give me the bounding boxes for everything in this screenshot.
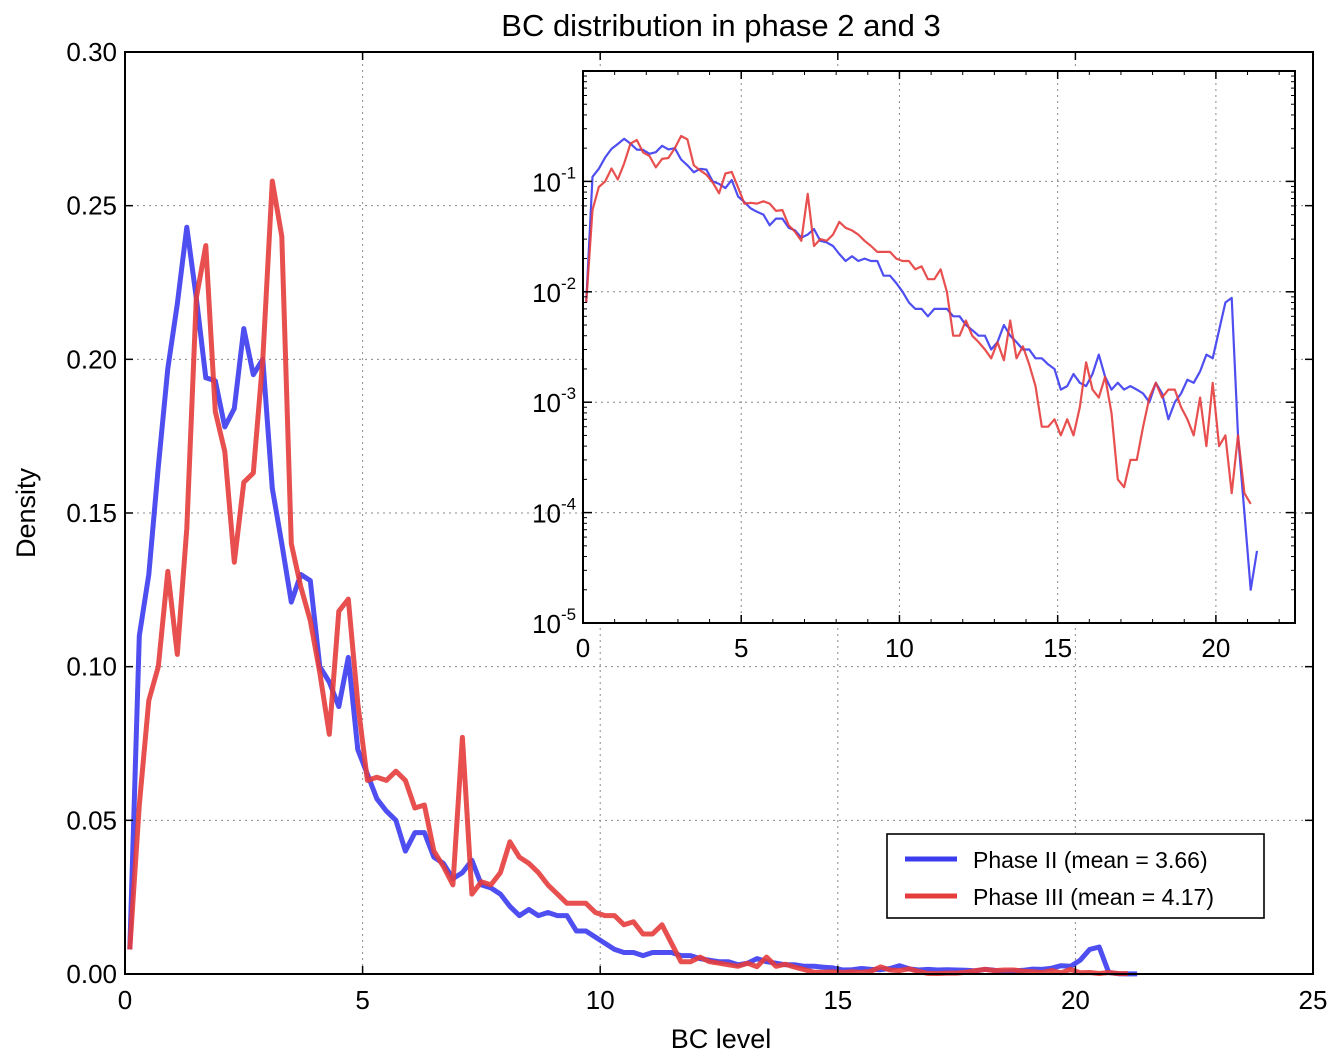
- inset-series-lines: [585, 134, 1259, 591]
- legend: Phase II (mean = 3.66) Phase III (mean =…: [886, 833, 1265, 919]
- main-x-tick-label: 25: [1299, 985, 1328, 1015]
- x-axis-label: BC level: [671, 1024, 772, 1054]
- inset-x-tick-label: 10: [885, 633, 914, 663]
- inset-x-tick-label: 15: [1043, 633, 1072, 663]
- main-y-tick-label: 0.30: [66, 37, 117, 67]
- inset-y-tick-label: 10: [532, 167, 561, 197]
- inset-x-tick-label: 0: [576, 633, 590, 663]
- inset-y-tick-exponent: -1: [561, 163, 576, 182]
- inset-plot-frame: [582, 70, 1296, 624]
- main-series-lines: [127, 178, 1138, 977]
- inset-background: [583, 71, 1295, 623]
- inset-y-tick-label: 10: [532, 388, 561, 418]
- inset-y-tick-exponent: -4: [561, 495, 576, 514]
- main-series-line-phase-3: [127, 178, 1128, 977]
- y-axis-label: Density: [11, 467, 41, 558]
- inset-y-tick-label: 10: [532, 499, 561, 529]
- inset-y-tick-exponent: -2: [561, 274, 576, 293]
- main-x-tick-label: 10: [586, 985, 615, 1015]
- legend-box: [886, 833, 1265, 919]
- inset-x-tick-label: 20: [1201, 633, 1230, 663]
- main-y-tick-label: 0.00: [66, 959, 117, 989]
- main-y-tick-label: 0.10: [66, 652, 117, 682]
- inset-x-tick-label: 5: [734, 633, 748, 663]
- legend-label-phase-3: Phase III (mean = 4.17): [973, 884, 1214, 910]
- main-x-tick-label: 5: [355, 985, 369, 1015]
- main-x-tick-label: 0: [118, 985, 132, 1015]
- main-axis-ticks: 0 5 10 15 20 25 0.00 0.05 0.10 0.15 0.20 0.25 0.30: [66, 37, 1327, 1015]
- inset-y-tick-label: 10: [532, 609, 561, 639]
- main-y-tick-label: 0.15: [66, 498, 117, 528]
- chart-title: BC distribution in phase 2 and 3: [501, 8, 940, 43]
- main-y-tick-label: 0.05: [66, 805, 117, 835]
- inset-series-line-phase-3: [585, 134, 1252, 505]
- inset-y-tick-exponent: -5: [561, 605, 576, 624]
- inset-y-tick-label: 10: [532, 278, 561, 308]
- inset-y-tick-exponent: -3: [561, 384, 576, 403]
- main-x-tick-label: 15: [823, 985, 852, 1015]
- main-y-tick-label: 0.25: [66, 191, 117, 221]
- legend-label-phase-2: Phase II (mean = 3.66): [973, 847, 1208, 873]
- main-y-tick-label: 0.20: [66, 344, 117, 374]
- main-x-tick-label: 20: [1061, 985, 1090, 1015]
